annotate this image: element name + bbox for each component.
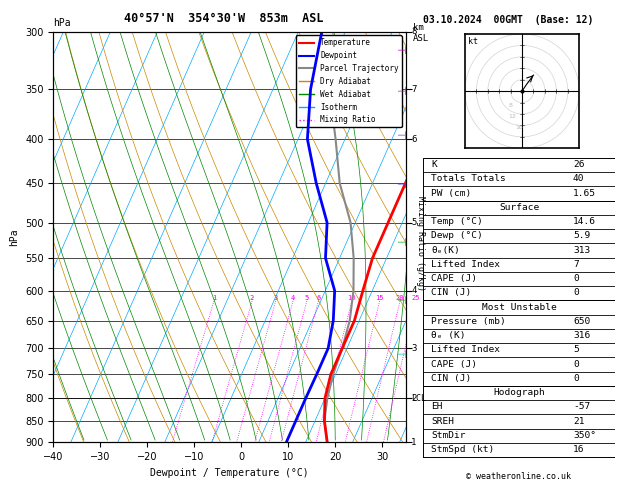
Text: 0: 0 (573, 274, 579, 283)
Text: 7: 7 (573, 260, 579, 269)
Text: 8: 8 (411, 27, 416, 36)
Text: CAPE (J): CAPE (J) (431, 274, 477, 283)
Text: SREH: SREH (431, 417, 454, 426)
Text: ⊣: ⊣ (396, 180, 406, 190)
Text: 350°: 350° (573, 431, 596, 440)
Text: 313: 313 (573, 245, 590, 255)
Text: 6: 6 (316, 295, 321, 301)
Text: 6: 6 (411, 135, 416, 144)
Text: Hodograph: Hodograph (493, 388, 545, 397)
Text: 14.6: 14.6 (573, 217, 596, 226)
Text: 15: 15 (376, 295, 384, 301)
Text: © weatheronline.co.uk: © weatheronline.co.uk (467, 472, 571, 481)
Legend: Temperature, Dewpoint, Parcel Trajectory, Dry Adiabat, Wet Adiabat, Isotherm, Mi: Temperature, Dewpoint, Parcel Trajectory… (296, 35, 402, 127)
Text: Pressure (mb): Pressure (mb) (431, 317, 506, 326)
Text: PW (cm): PW (cm) (431, 189, 471, 198)
Text: Dewp (°C): Dewp (°C) (431, 231, 482, 241)
Text: CAPE (J): CAPE (J) (431, 360, 477, 368)
Text: 12: 12 (509, 114, 516, 120)
Text: θₑ (K): θₑ (K) (431, 331, 465, 340)
Text: 8: 8 (508, 103, 512, 107)
Text: 1: 1 (212, 295, 216, 301)
Text: 5: 5 (304, 295, 309, 301)
Text: 16: 16 (573, 445, 584, 454)
Text: 26: 26 (573, 160, 584, 169)
Text: kt: kt (469, 37, 479, 47)
Text: 20: 20 (396, 295, 404, 301)
X-axis label: Dewpoint / Temperature (°C): Dewpoint / Temperature (°C) (150, 468, 309, 478)
Text: -57: -57 (573, 402, 590, 411)
Text: 10: 10 (348, 295, 356, 301)
Text: 0: 0 (573, 288, 579, 297)
Text: Lifted Index: Lifted Index (431, 260, 500, 269)
Text: K: K (431, 160, 437, 169)
Text: ASL: ASL (413, 34, 429, 43)
Text: 25: 25 (412, 295, 420, 301)
Text: ⊣: ⊣ (396, 238, 406, 248)
Text: 316: 316 (573, 331, 590, 340)
Text: StmDir: StmDir (431, 431, 465, 440)
Text: LCL: LCL (411, 394, 426, 403)
Y-axis label: hPa: hPa (9, 228, 19, 246)
Text: hPa: hPa (53, 18, 71, 28)
Text: 40: 40 (573, 174, 584, 183)
Text: 0: 0 (573, 360, 579, 368)
Text: 21: 21 (573, 417, 584, 426)
Text: 3: 3 (411, 344, 416, 353)
Text: Mixing Ratio (g/kg): Mixing Ratio (g/kg) (416, 195, 425, 291)
Text: 1: 1 (411, 438, 416, 447)
Text: 4: 4 (291, 295, 295, 301)
Text: ⊣: ⊣ (396, 296, 406, 306)
Text: θₑ(K): θₑ(K) (431, 245, 460, 255)
Text: Lifted Index: Lifted Index (431, 346, 500, 354)
Text: Totals Totals: Totals Totals (431, 174, 506, 183)
Text: CIN (J): CIN (J) (431, 288, 471, 297)
Text: 0: 0 (573, 374, 579, 383)
Text: 1.65: 1.65 (573, 189, 596, 198)
Text: 2: 2 (411, 394, 416, 403)
Text: Surface: Surface (499, 203, 539, 212)
Text: Temp (°C): Temp (°C) (431, 217, 482, 226)
Text: 2: 2 (250, 295, 254, 301)
Text: 5: 5 (411, 218, 416, 227)
Text: ⊣: ⊣ (396, 131, 406, 141)
Text: Most Unstable: Most Unstable (482, 303, 557, 312)
Text: 5: 5 (573, 346, 579, 354)
Text: 5.9: 5.9 (573, 231, 590, 241)
Text: 650: 650 (573, 317, 590, 326)
Text: 16: 16 (515, 125, 523, 130)
Text: 3: 3 (274, 295, 278, 301)
Text: 4: 4 (411, 286, 416, 295)
Text: ⊣: ⊣ (396, 46, 406, 56)
Text: StmSpd (kt): StmSpd (kt) (431, 445, 494, 454)
Text: km: km (413, 22, 423, 32)
Text: 7: 7 (411, 85, 416, 94)
Text: CIN (J): CIN (J) (431, 374, 471, 383)
Text: ⊣: ⊣ (396, 350, 406, 360)
Text: 03.10.2024  00GMT  (Base: 12): 03.10.2024 00GMT (Base: 12) (423, 15, 594, 25)
Text: 40°57'N  354°30'W  853m  ASL: 40°57'N 354°30'W 853m ASL (123, 12, 323, 25)
Text: ⊣: ⊣ (396, 87, 406, 97)
Text: EH: EH (431, 402, 442, 411)
